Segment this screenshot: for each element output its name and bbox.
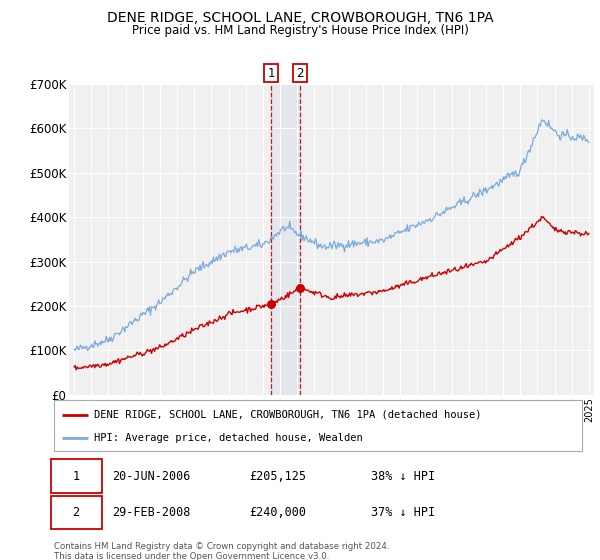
Text: 2: 2 [73, 506, 80, 519]
Text: This data is licensed under the Open Government Licence v3.0.: This data is licensed under the Open Gov… [54, 552, 329, 560]
Text: £240,000: £240,000 [250, 506, 307, 519]
Text: Price paid vs. HM Land Registry's House Price Index (HPI): Price paid vs. HM Land Registry's House … [131, 24, 469, 37]
Text: £205,125: £205,125 [250, 469, 307, 483]
Text: 37% ↓ HPI: 37% ↓ HPI [371, 506, 435, 519]
Text: 29-FEB-2008: 29-FEB-2008 [112, 506, 190, 519]
Text: 1: 1 [73, 469, 80, 483]
Text: HPI: Average price, detached house, Wealden: HPI: Average price, detached house, Weal… [94, 433, 362, 443]
FancyBboxPatch shape [52, 459, 101, 493]
Bar [271, 84, 300, 395]
Text: 2: 2 [296, 67, 304, 80]
Text: DENE RIDGE, SCHOOL LANE, CROWBOROUGH, TN6 1PA (detached house): DENE RIDGE, SCHOOL LANE, CROWBOROUGH, TN… [94, 409, 481, 419]
FancyBboxPatch shape [54, 400, 582, 451]
FancyBboxPatch shape [52, 496, 101, 529]
Text: 38% ↓ HPI: 38% ↓ HPI [371, 469, 435, 483]
Text: Contains HM Land Registry data © Crown copyright and database right 2024.: Contains HM Land Registry data © Crown c… [54, 542, 389, 550]
Text: DENE RIDGE, SCHOOL LANE, CROWBOROUGH, TN6 1PA: DENE RIDGE, SCHOOL LANE, CROWBOROUGH, TN… [107, 11, 493, 25]
Text: 20-JUN-2006: 20-JUN-2006 [112, 469, 190, 483]
Text: 1: 1 [267, 67, 275, 80]
